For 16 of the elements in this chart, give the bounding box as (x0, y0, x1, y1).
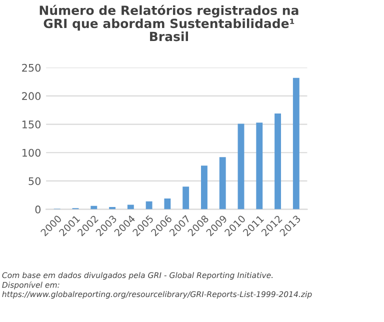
bar (164, 198, 171, 210)
y-tick-label: 250 (22, 64, 41, 72)
bar (146, 201, 152, 210)
bar (182, 186, 190, 210)
bar (219, 157, 226, 210)
y-tick-label: 50 (28, 177, 41, 186)
chart-title: Número de Relatórios registrados na GRI que abordam Sustentabilidade¹ Brasil (40, 4, 298, 42)
y-tick-label: 0 (35, 206, 41, 214)
y-tick-label: 100 (22, 148, 41, 157)
bar (292, 78, 300, 210)
bar (274, 114, 281, 210)
bar (256, 122, 263, 210)
bar (201, 166, 208, 210)
bar (238, 124, 244, 210)
y-tick-label: 200 (22, 92, 41, 100)
y-tick-label: 150 (22, 120, 41, 128)
